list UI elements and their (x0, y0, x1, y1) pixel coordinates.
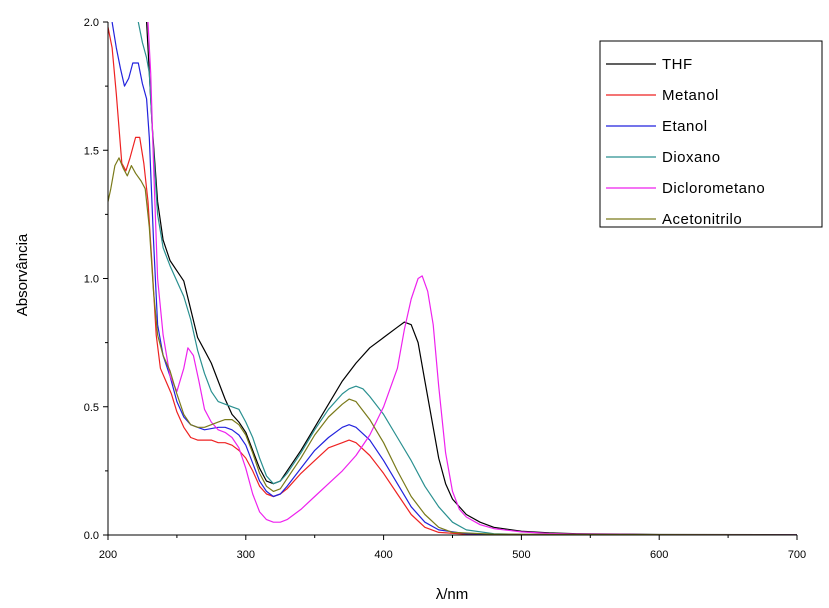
legend-label-diclorometano: Diclorometano (662, 180, 765, 197)
series-line-acetonitrilo (108, 157, 797, 535)
y-tick-label: 1.0 (84, 274, 99, 286)
x-tick-label: 400 (374, 549, 392, 561)
legend: THF Metanol Etanol Dioxano Diclorometano Acet… (599, 40, 823, 228)
legend-label-thf: THF (662, 56, 693, 73)
y-axis-ticks: 0.0 0.5 1.0 1.5 2.0 (84, 17, 108, 542)
x-axis-title: λ/nm (436, 586, 469, 603)
x-tick-label: 700 (788, 549, 806, 561)
series-layer (108, 22, 797, 535)
x-tick-label: 600 (650, 549, 668, 561)
x-axis-ticks: 200 300 400 500 600 700 (99, 535, 806, 561)
y-axis-title: Absorvância (14, 233, 31, 316)
series-line-diclorometano (147, 22, 797, 535)
y-tick-label: 0.5 (84, 402, 99, 414)
y-tick-label: 1.5 (84, 145, 99, 157)
series-line-etanol (111, 22, 797, 535)
x-tick-label: 500 (512, 549, 530, 561)
legend-box (599, 40, 823, 228)
legend-label-acetonitrilo: Acetonitrilo (662, 211, 742, 228)
y-tick-label: 0.0 (84, 530, 99, 542)
series-line-dioxano (137, 22, 797, 535)
series-line-thf (146, 22, 797, 535)
legend-label-dioxano: Dioxano (662, 149, 721, 166)
series-line-metanol (108, 26, 797, 535)
legend-label-metanol: Metanol (662, 87, 719, 104)
x-tick-label: 300 (237, 549, 255, 561)
legend-label-etanol: Etanol (662, 118, 708, 135)
y-tick-label: 2.0 (84, 17, 99, 29)
x-tick-label: 200 (99, 549, 117, 561)
